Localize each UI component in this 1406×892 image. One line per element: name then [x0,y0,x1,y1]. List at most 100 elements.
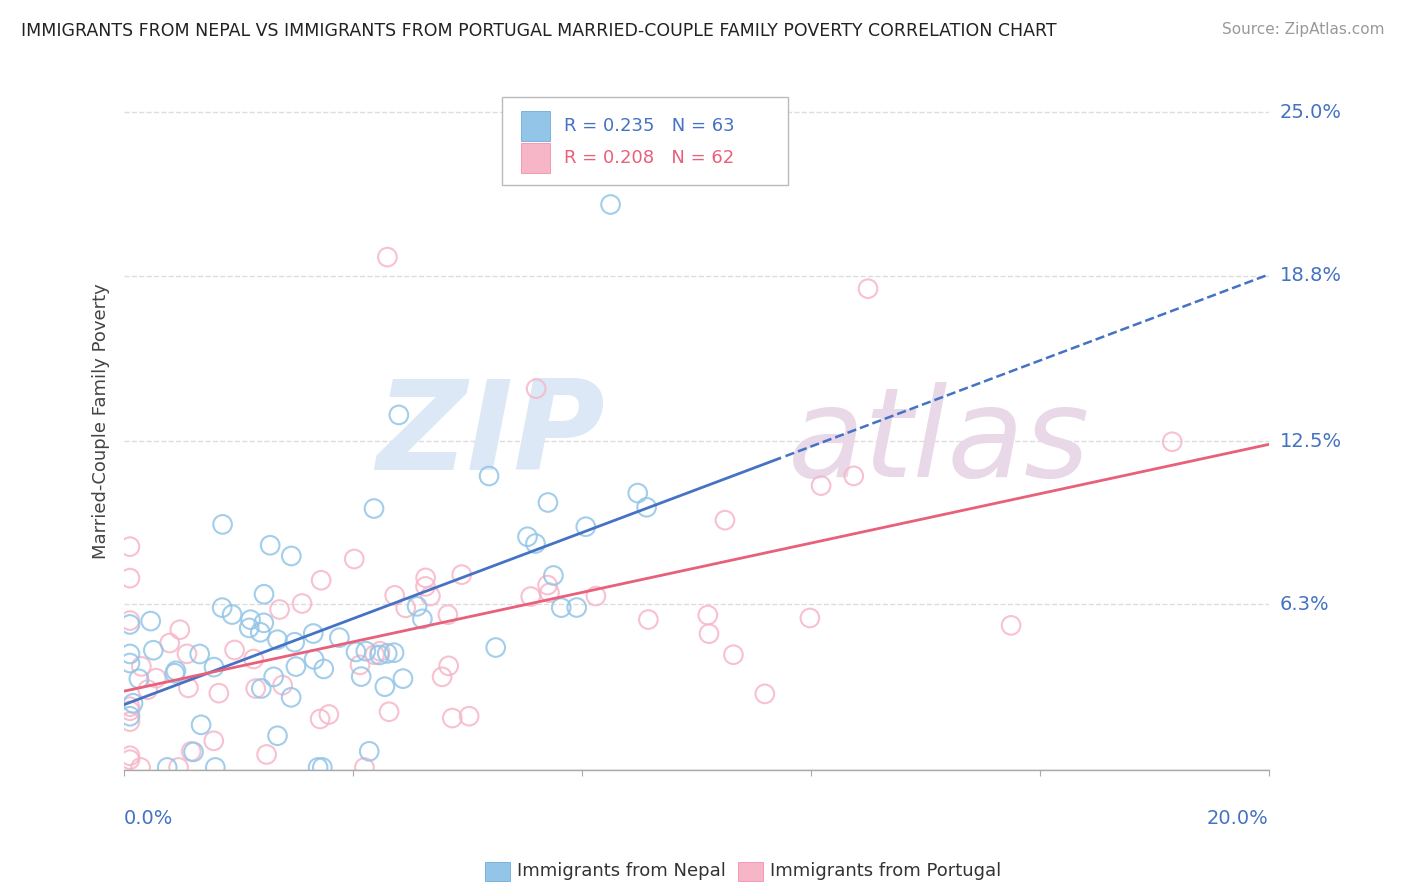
Point [328,631,350,645]
Point [118,714,141,729]
Point [368,648,391,662]
Point [165,664,187,678]
Point [543,568,565,582]
Point [842,469,865,483]
Point [163,666,186,681]
Point [118,704,141,718]
Text: Source: ZipAtlas.com: Source: ZipAtlas.com [1222,22,1385,37]
Text: Immigrants from Nepal: Immigrants from Nepal [517,863,727,880]
Point [415,579,437,593]
Point [204,760,226,774]
Point [271,678,294,692]
Point [377,250,399,264]
Point [363,648,385,662]
Point [118,753,141,767]
Point [311,760,333,774]
Point [128,672,150,686]
Point [363,501,385,516]
Point [458,709,481,723]
Point [378,705,401,719]
Point [118,614,141,628]
Point [382,646,405,660]
Point [291,597,314,611]
Point [118,699,141,714]
Text: 12.5%: 12.5% [1279,432,1341,450]
Point [1161,434,1184,449]
Text: R = 0.235   N = 63: R = 0.235 N = 63 [564,117,734,135]
Point [430,670,453,684]
Point [190,718,212,732]
Point [478,469,501,483]
Point [406,599,429,614]
Point [145,671,167,685]
Text: R = 0.208   N = 62: R = 0.208 N = 62 [564,149,734,167]
Point [118,571,141,585]
Point [354,644,377,658]
Point [131,659,153,673]
Point [302,626,325,640]
FancyBboxPatch shape [522,144,550,173]
Point [419,589,441,603]
Text: IMMIGRANTS FROM NEPAL VS IMMIGRANTS FROM PORTUGAL MARRIED-COUPLE FAMILY POVERTY : IMMIGRANTS FROM NEPAL VS IMMIGRANTS FROM… [21,22,1057,40]
Point [519,590,541,604]
Point [599,197,621,211]
Point [266,729,288,743]
Point [375,647,398,661]
Point [284,635,307,649]
Point [136,682,159,697]
Point [250,681,273,696]
Point [202,734,225,748]
Point [169,623,191,637]
Point [139,614,162,628]
Point [754,687,776,701]
Point [437,607,460,622]
Point [269,602,291,616]
Point [242,652,264,666]
Point [388,408,411,422]
Point [636,500,658,515]
Point [575,519,598,533]
Point [118,748,141,763]
Point [118,656,141,670]
Point [368,644,391,658]
Point [312,662,335,676]
Point [142,643,165,657]
Point [118,617,141,632]
Point [118,709,141,723]
Point [395,600,418,615]
Point [263,670,285,684]
Point [118,647,141,661]
Point [565,600,588,615]
Point [249,625,271,640]
Point [353,760,375,774]
Point [714,513,737,527]
Text: 25.0%: 25.0% [1279,103,1341,122]
Text: 20.0%: 20.0% [1206,809,1268,828]
Point [437,658,460,673]
Point [211,600,233,615]
Point [245,681,267,696]
Point [259,538,281,552]
Point [159,636,181,650]
Point [302,652,325,666]
Point [343,552,366,566]
Point [183,745,205,759]
Point [810,478,832,492]
Point [202,660,225,674]
Point [211,517,233,532]
Point [344,645,367,659]
Text: 0.0%: 0.0% [124,809,173,828]
Point [697,626,720,640]
Point [350,669,373,683]
Text: Immigrants from Portugal: Immigrants from Portugal [770,863,1001,880]
Point [550,600,572,615]
Y-axis label: Married-Couple Family Poverty: Married-Couple Family Poverty [93,284,110,559]
Text: 18.8%: 18.8% [1279,266,1341,285]
Point [536,578,558,592]
Point [1000,618,1022,632]
Point [180,744,202,758]
Point [450,567,472,582]
Point [318,707,340,722]
Point [441,711,464,725]
Point [415,571,437,585]
